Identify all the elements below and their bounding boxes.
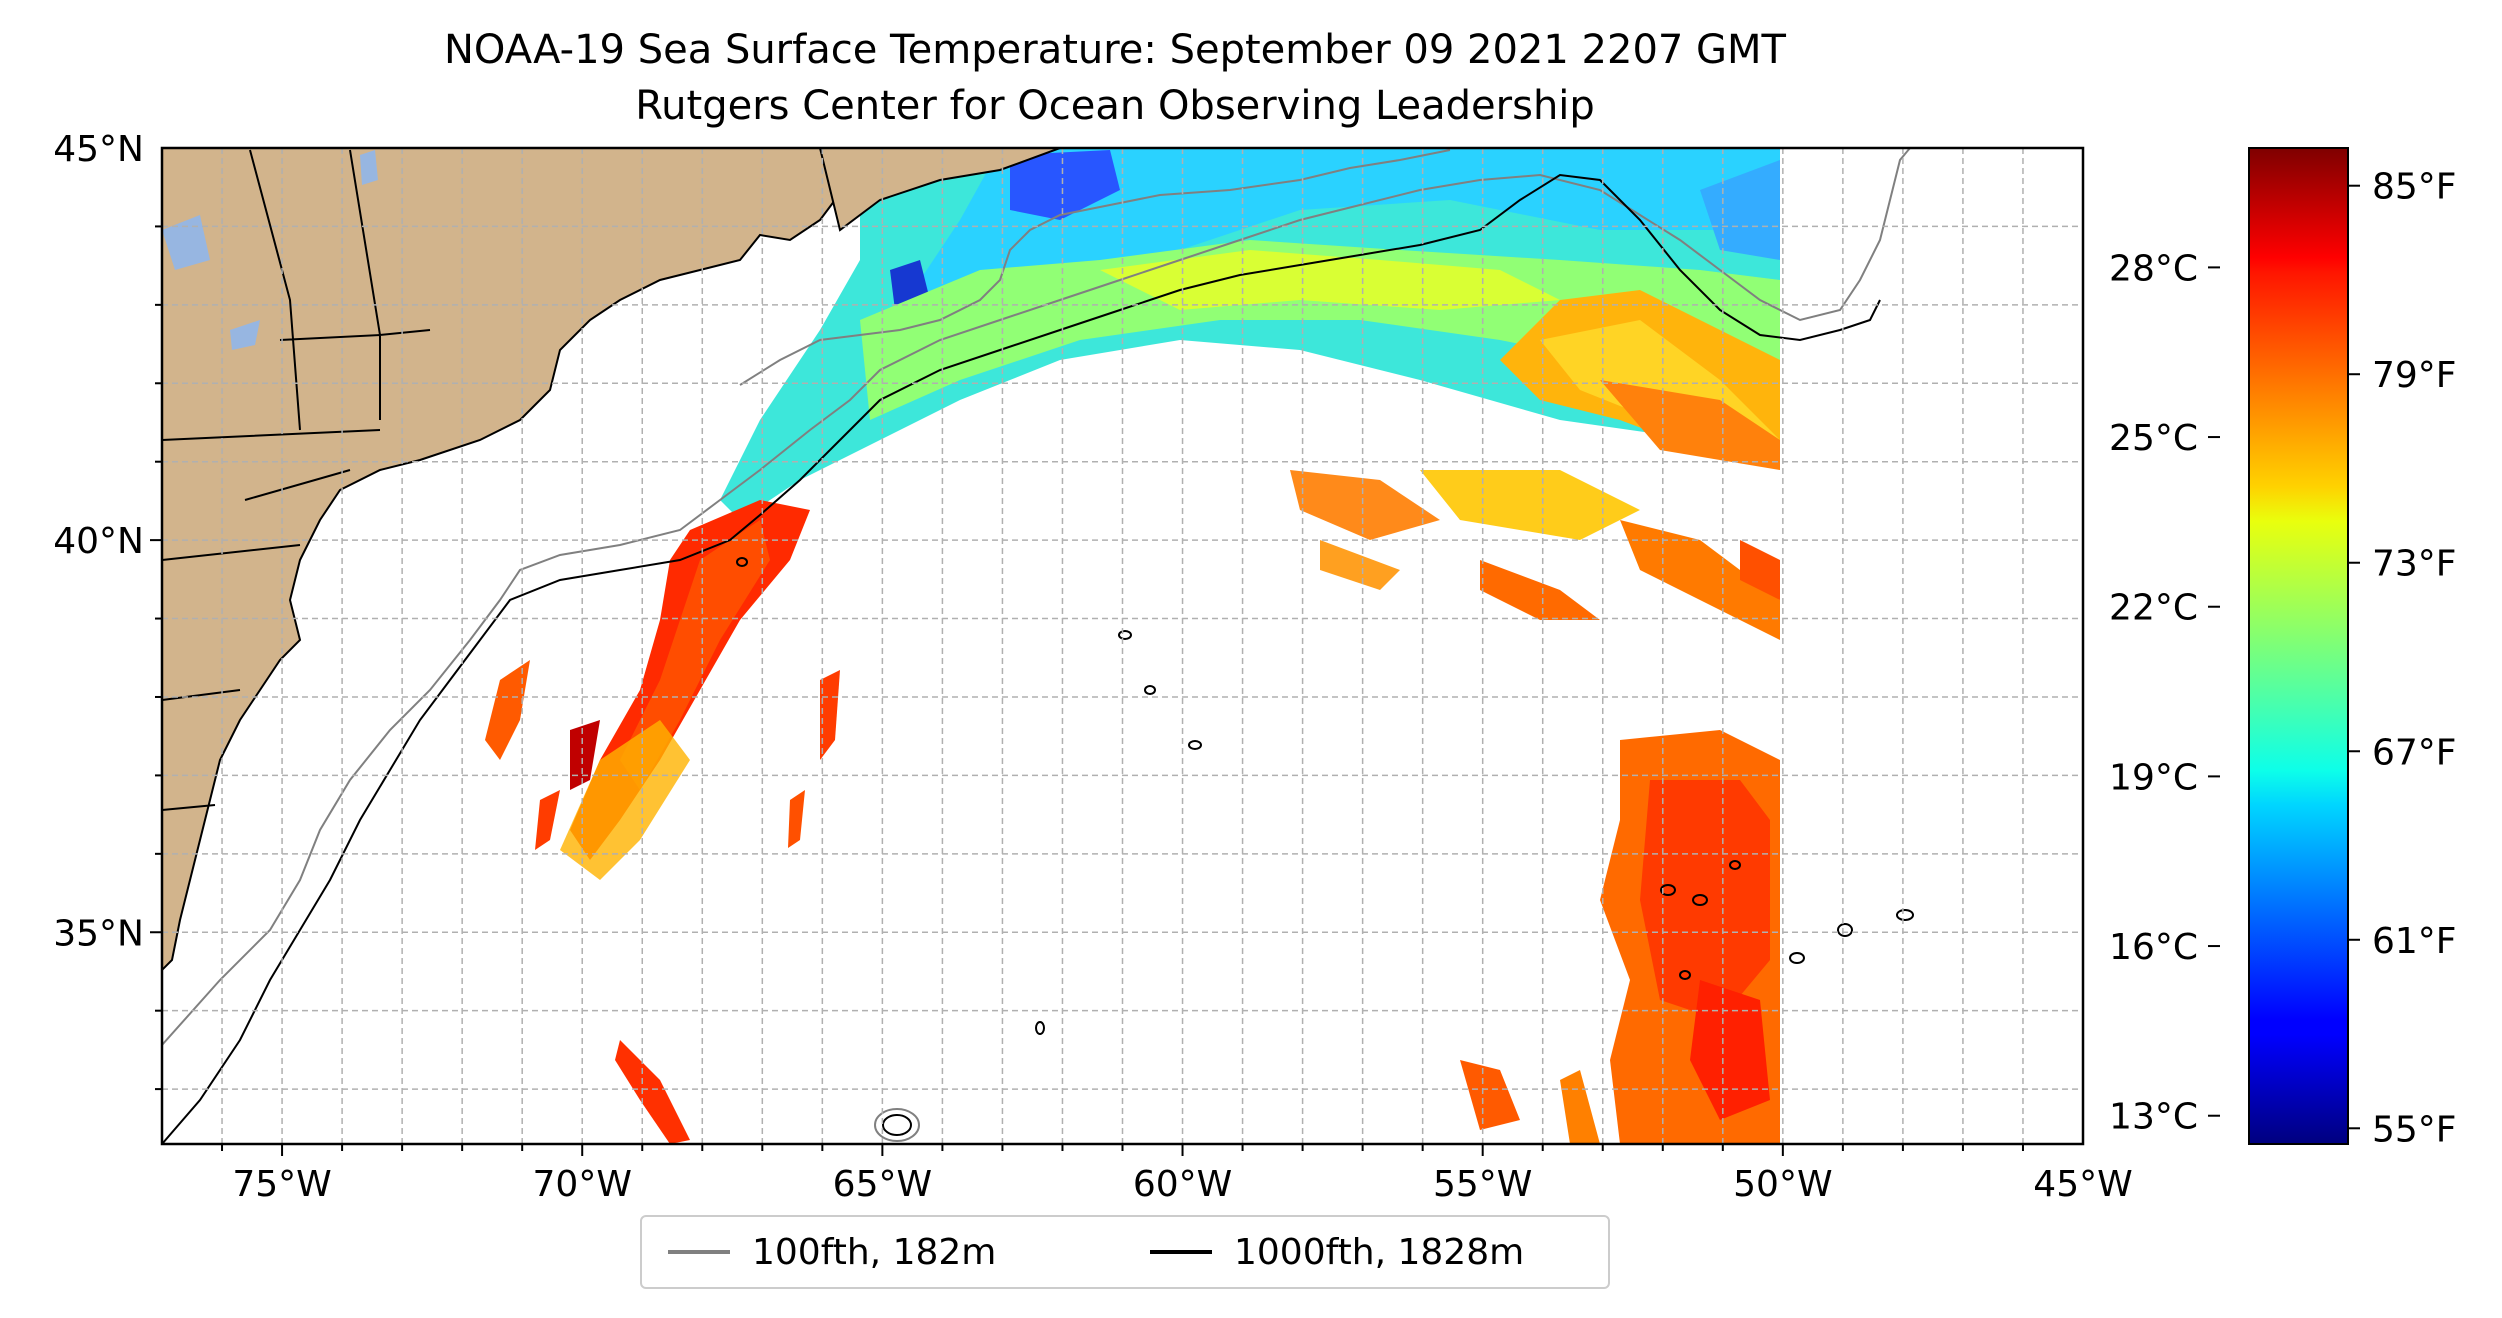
sst-data-east	[1290, 470, 1780, 1144]
map-gridlines	[162, 148, 2083, 1144]
colorbar-c-label: 28°C	[2109, 248, 2198, 289]
lon-tick-label: 55°W	[1433, 1164, 1532, 1205]
sst-data-gulf-stream	[485, 500, 840, 1144]
legend-item-1000fth: 1000fth, 1828m	[1150, 1217, 1524, 1287]
map-ticks: 75°W 70°W 65°W 60°W 55°W 50°W 45°W 45°N 40°N 35°N	[53, 129, 2132, 1205]
isobath-1000fth	[162, 173, 1881, 1144]
lon-tick-label: 60°W	[1133, 1164, 1232, 1205]
figure-title: NOAA-19 Sea Surface Temperature: Septemb…	[444, 27, 1786, 73]
lon-tick-label: 70°W	[533, 1164, 632, 1205]
colorbar-c-label: 25°C	[2109, 418, 2198, 459]
colorbar-c-label: 13°C	[2109, 1097, 2198, 1138]
legend-swatch-1000fth	[1150, 1250, 1212, 1254]
colorbar-c-label: 22°C	[2109, 588, 2198, 629]
colorbar-ticks: 85°F 79°F 73°F 67°F 61°F 55°F 28°C 25°C 22°C 19°C…	[2109, 167, 2456, 1151]
colorbar-f-label: 79°F	[2372, 355, 2457, 396]
land-mass	[162, 148, 1061, 972]
colorbar-c-label: 19°C	[2109, 757, 2198, 798]
colorbar-f-label: 61°F	[2372, 921, 2457, 962]
figure-subtitle: Rutgers Center for Ocean Observing Leade…	[635, 83, 1595, 129]
colorbar-f-label: 67°F	[2372, 732, 2457, 773]
sst-data-north	[720, 148, 1780, 520]
map-body	[162, 148, 2083, 1144]
lon-tick-label: 75°W	[232, 1164, 331, 1205]
lon-tick-label: 50°W	[1733, 1164, 1832, 1205]
legend: 100fth, 182m 1000fth, 1828m	[640, 1215, 1610, 1289]
colorbar-c-label: 16°C	[2109, 927, 2198, 968]
colorbar	[2248, 147, 2349, 1145]
legend-label-1000fth: 1000fth, 1828m	[1234, 1231, 1525, 1273]
seamount-contours	[736, 557, 1914, 1136]
legend-item-100fth: 100fth, 182m	[668, 1217, 996, 1287]
isobath-100fth-shelf	[739, 149, 1451, 386]
colorbar-f-label: 85°F	[2372, 167, 2457, 208]
lat-tick-label: 35°N	[53, 913, 144, 954]
lat-tick-label: 40°N	[53, 521, 144, 562]
legend-label-100fth: 100fth, 182m	[752, 1231, 997, 1273]
legend-swatch-100fth	[668, 1250, 730, 1254]
colorbar-f-label: 55°F	[2372, 1109, 2457, 1150]
lon-tick-label: 45°W	[2033, 1164, 2132, 1205]
lon-tick-label: 65°W	[833, 1164, 932, 1205]
colorbar-f-label: 73°F	[2372, 544, 2457, 585]
lat-tick-label: 45°N	[53, 129, 144, 170]
